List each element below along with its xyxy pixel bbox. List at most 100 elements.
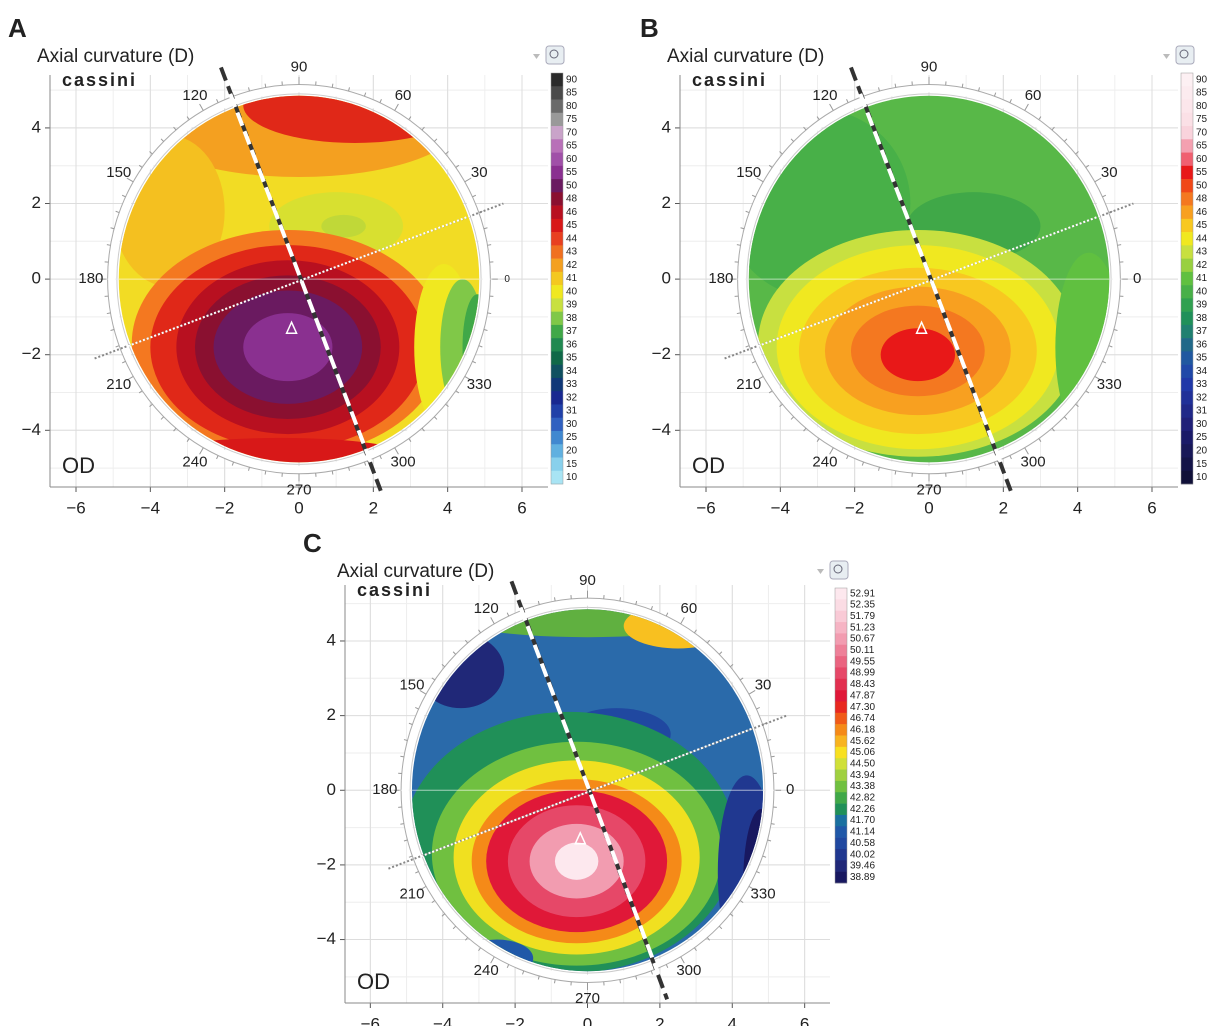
colorbar-label: 43.38 — [850, 781, 875, 792]
colorbar-label: 15 — [1196, 459, 1208, 470]
colorbar-swatch — [835, 701, 847, 714]
ring-tick — [138, 164, 143, 168]
colorbar-label: 55 — [1196, 167, 1208, 178]
colorbar-label: 43 — [1196, 247, 1208, 258]
ring-tick — [348, 87, 350, 92]
x-tick-label: 2 — [999, 498, 1008, 517]
ring-tick — [472, 360, 477, 364]
colorbar-label: 15 — [566, 459, 578, 470]
steep-meridian — [219, 66, 383, 492]
ring-tick — [408, 116, 412, 120]
ring-tick — [779, 151, 783, 155]
x-tick-label: −6 — [66, 498, 85, 517]
ring-tick — [756, 376, 764, 381]
colorbar-swatch — [551, 73, 563, 87]
colorbar-label: 70 — [566, 127, 578, 138]
ring-tick — [478, 345, 483, 348]
ring-tick — [464, 937, 469, 941]
ring-tick — [363, 461, 367, 466]
colorbar-label: 65 — [1196, 141, 1208, 152]
ring-tick — [216, 99, 219, 103]
colorbar-swatch — [835, 735, 847, 748]
colorbar-swatch — [835, 610, 847, 623]
colorbar-label: 45 — [566, 220, 578, 231]
x-tick-label: 2 — [369, 498, 378, 517]
ring-tick — [400, 823, 405, 825]
colorbar-label: 41 — [1196, 273, 1208, 284]
ring-tick — [487, 312, 492, 315]
colorbar-label: 41.14 — [850, 827, 875, 838]
angle-label: 270 — [916, 482, 941, 499]
angle-label: 60 — [395, 87, 412, 104]
ring-tick — [665, 612, 669, 617]
flat-meridian-inner — [757, 215, 1101, 347]
x-tick-label: 0 — [583, 1014, 592, 1026]
ring-tick — [961, 470, 964, 475]
ring-tick — [478, 947, 481, 952]
ring-tick — [1094, 177, 1102, 183]
colorbar-label: 46.18 — [850, 724, 875, 735]
colorbar-swatch — [551, 152, 563, 167]
y-tick-label: 4 — [327, 630, 336, 649]
y-tick-label: −2 — [22, 344, 41, 363]
ring-tick — [537, 975, 540, 980]
angle-label: 60 — [1025, 87, 1042, 104]
map-region — [243, 95, 467, 144]
ring-tick — [718, 651, 723, 655]
ring-tick — [635, 975, 638, 980]
colorbar-swatch — [551, 179, 563, 193]
zoom-lens — [833, 564, 843, 574]
colorbar-label: 80 — [1196, 101, 1208, 112]
colorbar-label: 50.67 — [850, 634, 875, 645]
colorbar-label: 55 — [566, 167, 578, 178]
ring-tick — [441, 663, 446, 668]
ring-tick — [1102, 194, 1107, 198]
angle-label: 240 — [812, 453, 837, 470]
angle-label: 90 — [921, 58, 938, 75]
colorbar-swatch — [551, 470, 563, 485]
colorbar-label: 90 — [566, 74, 578, 85]
ring-tick — [619, 979, 621, 984]
colorbar-swatch — [551, 430, 563, 445]
ring-tick — [331, 83, 334, 88]
colorbar-label: 44 — [1196, 233, 1208, 244]
ring-tick — [110, 227, 115, 230]
ring-tick — [790, 138, 795, 142]
ring-tick — [756, 707, 760, 710]
colorbar-label: 39 — [1196, 300, 1208, 311]
colorbar-swatch — [1181, 444, 1193, 458]
colorbar-swatch — [551, 271, 563, 286]
colorbar-label: 30 — [566, 419, 578, 430]
ring-tick — [740, 329, 745, 331]
ring-tick — [1085, 390, 1090, 394]
ring-tick — [739, 677, 744, 681]
panel: −6 −4 −2 0 2 4 6−4−202403060901201501802102402… — [8, 13, 578, 518]
colorbar-swatch — [551, 86, 563, 100]
colorbar-swatch — [551, 338, 563, 352]
colorbar-swatch — [551, 205, 563, 220]
colorbar-label: 48 — [566, 194, 578, 205]
ring-tick — [445, 151, 449, 155]
colorbar-swatch — [835, 712, 847, 725]
brand: cassini — [357, 580, 432, 600]
ring-tick — [736, 244, 741, 246]
ring-tick — [264, 83, 267, 88]
ring-tick — [248, 87, 250, 92]
steep-meridian — [849, 66, 1013, 492]
ring-tick — [846, 99, 849, 103]
x-tick-label: −6 — [696, 498, 715, 517]
ring-tick — [522, 970, 525, 975]
dropdown-icon — [817, 569, 824, 574]
ring-tick — [231, 461, 235, 466]
colorbar-label: 36 — [566, 339, 578, 350]
ring-tick — [403, 839, 408, 842]
ring-tick — [694, 629, 697, 634]
zoom-icon — [1175, 45, 1195, 65]
ring-tick — [394, 103, 399, 111]
colorbar-label: 43 — [566, 247, 578, 258]
ring-tick — [993, 461, 997, 466]
colorbar-label: 51.79 — [850, 611, 875, 622]
y-tick-label: 0 — [662, 269, 671, 288]
colorbar-label: 85 — [566, 88, 578, 99]
